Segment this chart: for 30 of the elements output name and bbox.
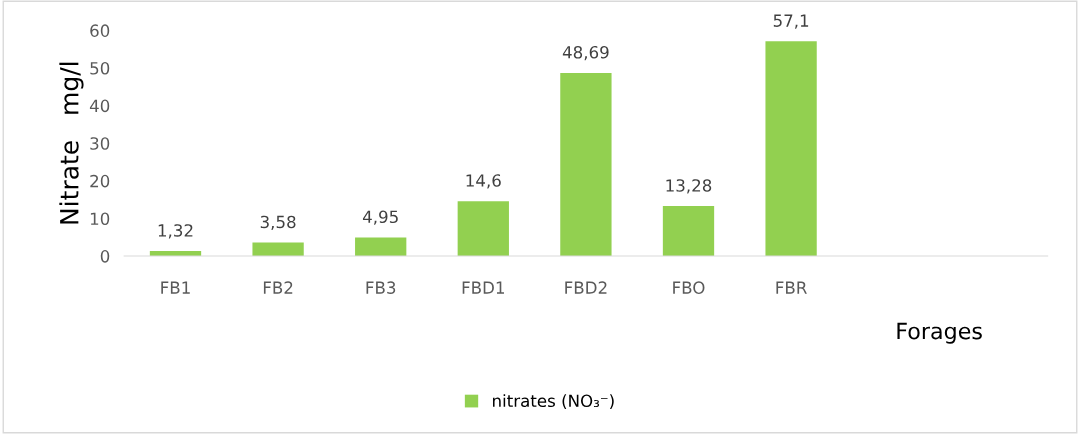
x-tick-label: FB1 xyxy=(161,281,190,294)
y-tick-label: 20 xyxy=(90,174,110,188)
legend-label: nitrates (NO₃⁻) xyxy=(493,394,614,410)
x-tick-label: FBO xyxy=(673,281,705,294)
data-label: 1,32 xyxy=(158,224,193,239)
x-tick-label: FBD1 xyxy=(462,281,504,294)
data-label: 14,6 xyxy=(466,174,501,189)
y-tick-label: 0 xyxy=(100,250,110,263)
data-label: 13,28 xyxy=(666,179,712,194)
y-tick-label: 10 xyxy=(90,212,110,226)
bar xyxy=(355,237,407,257)
data-label: 3,58 xyxy=(260,215,296,230)
bar xyxy=(765,41,817,257)
y-tick-label: 40 xyxy=(89,99,110,113)
y-axis-title: Nitrate mg/l xyxy=(59,62,84,224)
bar xyxy=(457,201,509,257)
y-tick-label: 60 xyxy=(90,24,110,37)
x-axis-title: Forages xyxy=(897,322,982,344)
bar xyxy=(662,206,715,257)
bar xyxy=(560,72,612,257)
y-tick-label: 30 xyxy=(90,137,110,150)
x-tick-label: FB2 xyxy=(263,281,293,294)
data-label: 57,1 xyxy=(773,14,809,29)
bar xyxy=(252,242,304,257)
data-label: 4,95 xyxy=(362,210,398,225)
x-tick-label: FB3 xyxy=(366,281,396,294)
x-tick-label: FBR xyxy=(776,281,807,294)
y-tick-label: 50 xyxy=(90,61,110,75)
data-label: 48,69 xyxy=(562,45,609,61)
x-tick-label: FBD2 xyxy=(565,281,607,294)
